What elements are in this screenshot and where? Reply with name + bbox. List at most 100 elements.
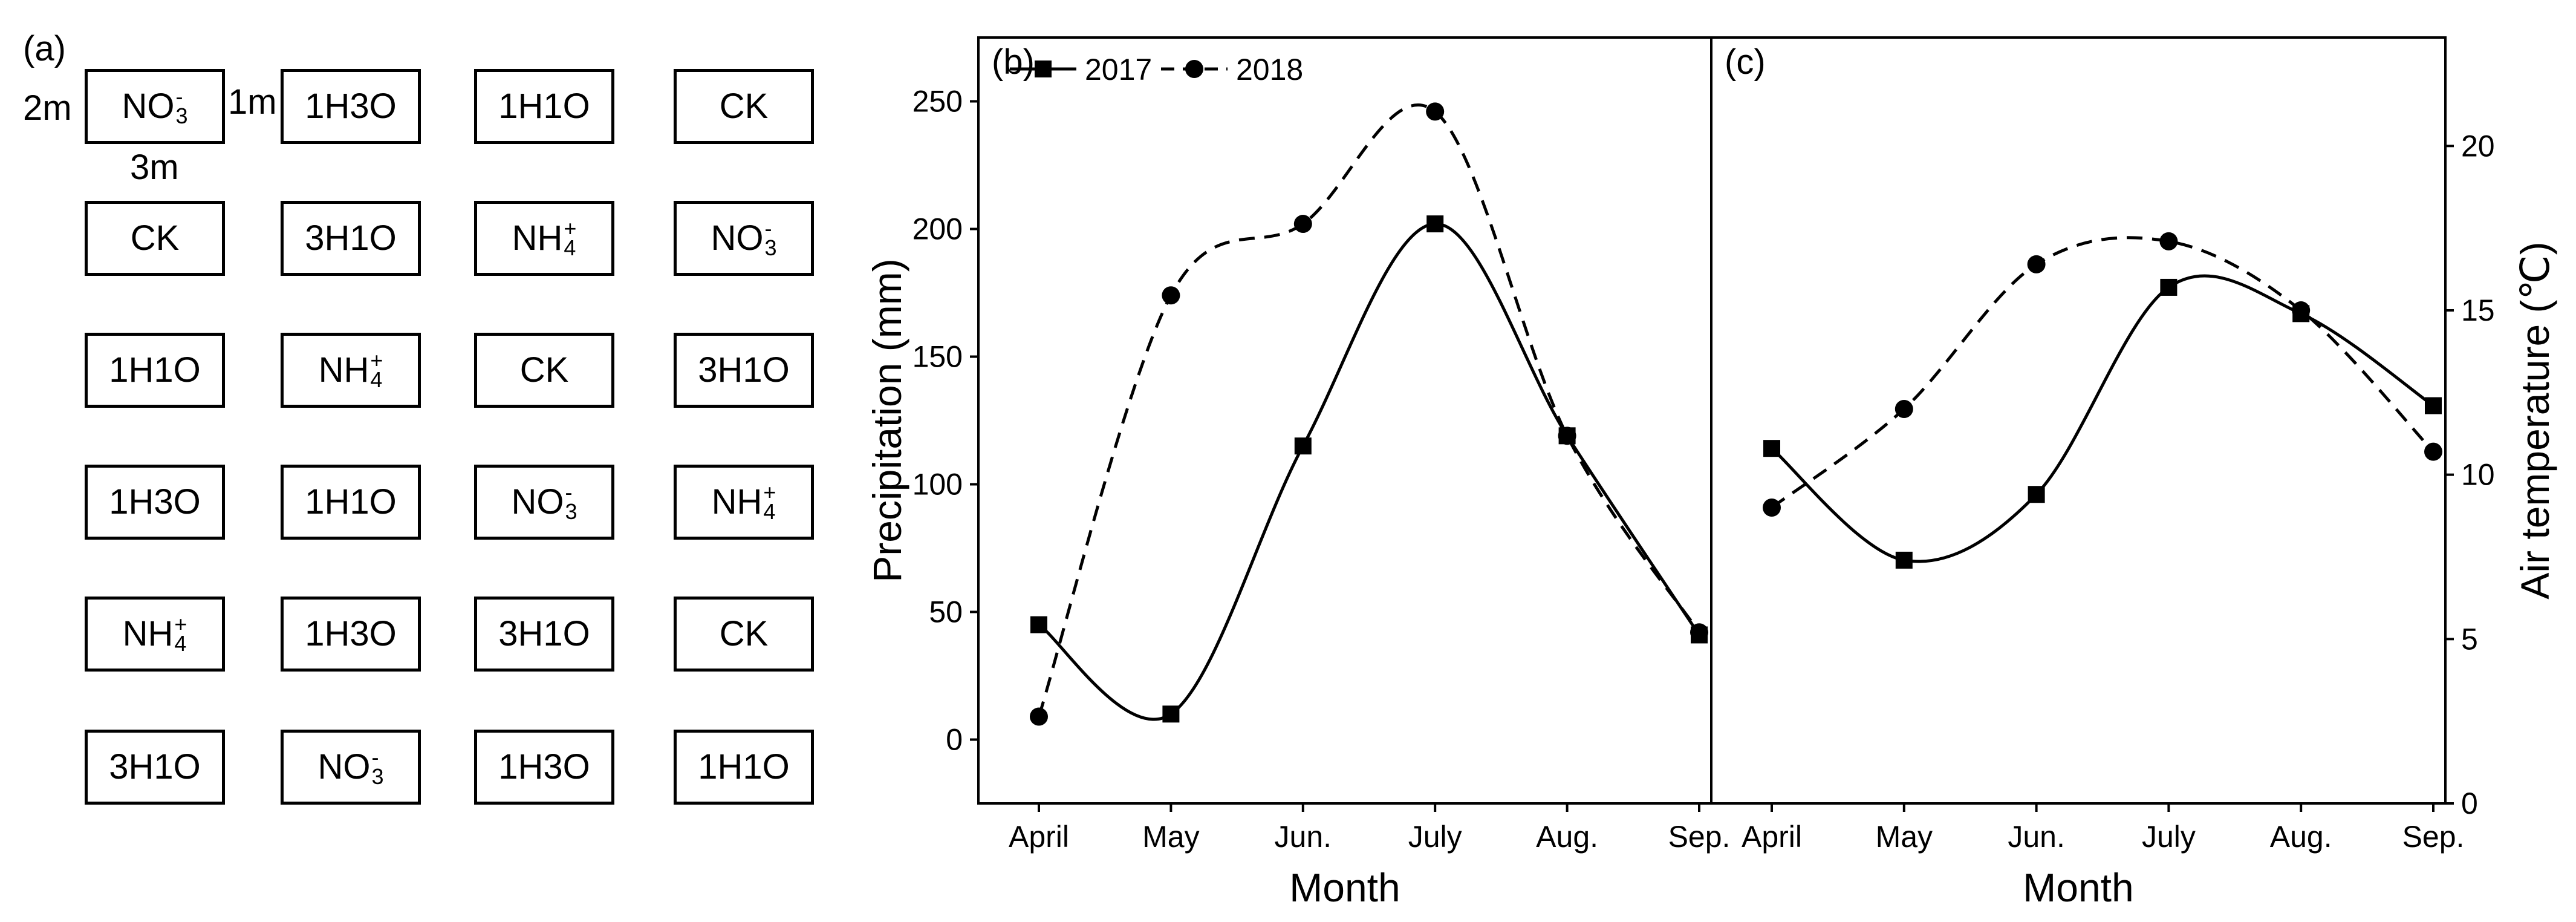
- data-point-square: [2160, 278, 2178, 296]
- data-point-square: [1895, 551, 1913, 569]
- plot-cell: 1H3O: [474, 730, 614, 805]
- data-point-square: [2028, 486, 2045, 503]
- x-axis-title: Month: [2023, 865, 2133, 910]
- ion-charge: -: [764, 215, 772, 241]
- x-tick-label: Sep.: [2402, 820, 2465, 854]
- ion-charge: -: [371, 744, 379, 770]
- panel-label: (b): [992, 42, 1035, 82]
- legend-marker-square: [1035, 60, 1052, 77]
- plot-cell: CK: [674, 597, 814, 672]
- plot-cell-label: CK: [719, 614, 769, 653]
- plot-cell-label: 1H1O: [698, 747, 790, 786]
- plot-cell: NH +4: [281, 333, 421, 408]
- plot-width-label: 3m: [130, 148, 179, 187]
- plot-cell: CK: [474, 333, 614, 408]
- plot-cell: 3H1O: [281, 201, 421, 276]
- plot-cell: 1H1O: [674, 730, 814, 805]
- ion-subscript: 4: [763, 499, 776, 524]
- plot-cell-label: 3H1O: [109, 747, 201, 786]
- y-tick-label: 200: [912, 212, 963, 246]
- y-tick-label: 0: [2461, 786, 2478, 820]
- ion-charge: +: [174, 611, 187, 636]
- data-point-square: [1558, 427, 1576, 445]
- plot-cell: NH +4: [85, 597, 225, 672]
- plot-cell: CK: [674, 69, 814, 144]
- plot-cell-label: 1H3O: [305, 87, 397, 126]
- series-line: [1771, 274, 2435, 563]
- ion-subscript: 4: [370, 367, 383, 392]
- y-tick-label: 0: [946, 723, 963, 757]
- plot-cell-label: NO: [317, 747, 371, 786]
- y-tick-label: 5: [2461, 622, 2478, 656]
- data-point-square: [1162, 705, 1180, 723]
- x-tick-label: July: [2142, 820, 2196, 854]
- plot-cell-label: NH: [711, 482, 763, 521]
- ion-subscript: 3: [175, 103, 188, 128]
- data-point-circle: [1763, 498, 1781, 517]
- ion-subscript: 3: [565, 499, 577, 524]
- data-point-square: [1426, 215, 1444, 233]
- plot-cell: NH +4: [674, 465, 814, 540]
- data-point-square: [1294, 437, 1312, 455]
- ion-charge: -: [565, 479, 573, 505]
- ion-charge: +: [370, 347, 383, 373]
- data-point-square: [2425, 397, 2442, 414]
- x-tick-label: July: [1408, 820, 1462, 854]
- x-tick-label: Aug.: [2270, 820, 2332, 854]
- panel-label: (c): [1725, 42, 1766, 82]
- plot-cell-label: 1H1O: [109, 350, 201, 390]
- series-line: [1037, 103, 1701, 718]
- series-line: [1038, 222, 1701, 721]
- plot-cell-label: 1H3O: [305, 614, 397, 653]
- plot-cell-label: CK: [719, 87, 769, 126]
- data-point-square: [1030, 616, 1047, 633]
- data-point-square: [2292, 305, 2310, 322]
- series-line: [1771, 236, 2435, 509]
- plot-cell: 3H1O: [85, 730, 225, 805]
- data-point-square: [1691, 626, 1708, 644]
- plot-cell-label: 3H1O: [305, 218, 397, 258]
- plot-cell: NO -3: [281, 730, 421, 805]
- plot-cell: 1H1O: [474, 69, 614, 144]
- plot-cell: 1H1O: [85, 333, 225, 408]
- plot-cell-label: 1H1O: [305, 482, 397, 521]
- plot-cell-label: NH: [318, 350, 369, 390]
- data-point-square: [1763, 440, 1780, 457]
- legend-label: 2017: [1085, 53, 1152, 87]
- y-tick-label: 150: [912, 340, 963, 374]
- ion-charge: +: [564, 215, 577, 241]
- y-tick-label: 20: [2461, 129, 2495, 163]
- data-point-circle: [2424, 442, 2442, 461]
- plot-cell: 1H3O: [281, 69, 421, 144]
- data-point-circle: [1162, 286, 1180, 305]
- ion-subscript: 4: [564, 235, 576, 260]
- plot-cell-label: CK: [519, 350, 569, 390]
- plot-cell: NO -3: [474, 465, 614, 540]
- plot-cell: NO -3: [85, 69, 225, 144]
- plot-cell: 3H1O: [474, 597, 614, 672]
- ion-charge: -: [175, 83, 183, 109]
- data-point-circle: [1426, 102, 1445, 121]
- y-tick-label: 15: [2461, 293, 2495, 327]
- x-tick-label: May: [1142, 820, 1199, 854]
- data-point-circle: [1558, 427, 1576, 445]
- chart-frame: [977, 36, 2447, 805]
- plot-cell: CK: [85, 201, 225, 276]
- y-axis-title: Air temperature (℃): [2513, 241, 2557, 599]
- plot-cell-label: 1H3O: [109, 482, 201, 521]
- plot-cell-label: NO: [122, 87, 175, 126]
- plot-cell: 3H1O: [674, 333, 814, 408]
- panel-a-label: (a): [23, 29, 66, 68]
- data-point-circle: [1895, 399, 1913, 418]
- plot-cell: NO -3: [674, 201, 814, 276]
- y-tick-label: 100: [912, 468, 963, 502]
- legend-label: 2018: [1236, 53, 1303, 87]
- legend-marker-circle: [1185, 60, 1203, 78]
- plot-cell-label: NH: [122, 614, 174, 653]
- x-axis-title: Month: [1289, 865, 1400, 910]
- plot-cell-label: 3H1O: [498, 614, 590, 653]
- plot-cell-label: CK: [130, 218, 180, 258]
- ion-subscript: 4: [174, 631, 187, 656]
- ion-subscript: 3: [371, 764, 384, 789]
